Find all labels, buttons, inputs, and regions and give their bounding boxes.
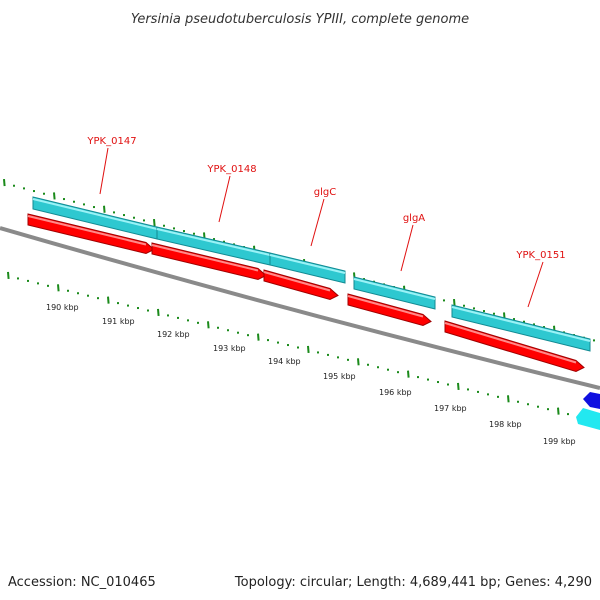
- tick-mark: [307, 345, 310, 354]
- gene-label-leader: [99, 147, 109, 195]
- tick-mark: [107, 296, 110, 304]
- tick-mark: [453, 298, 456, 307]
- tick-mark: [3, 178, 6, 187]
- gene-feature-track: [32, 196, 591, 352]
- gene-label-leader: [218, 175, 231, 223]
- cds-feature-highlight: [27, 215, 147, 246]
- tick-mark: [103, 205, 106, 213]
- gene-label-leader: [527, 261, 544, 308]
- genome-backbone: [0, 226, 600, 390]
- tick-mark: [407, 370, 410, 378]
- tick-mark: [257, 333, 260, 341]
- kbp-label: 193 kbp: [213, 344, 246, 353]
- kbp-label: 194 kbp: [268, 357, 301, 366]
- tick-mark: [357, 358, 360, 366]
- kbp-label: 197 kbp: [434, 404, 467, 413]
- gene-label-leader: [310, 198, 325, 247]
- gene-label-group: YPK_0147 YPK_0148 glgC glgA YPK_0151: [86, 136, 566, 308]
- gene-feature-highlight: [353, 278, 436, 300]
- gene-feature-highlight: [451, 306, 591, 342]
- reverse-gene-feature: [576, 408, 600, 430]
- kbp-label: 191 kbp: [102, 317, 135, 326]
- topology-label: Topology: circular; Length: 4,689,441 bp…: [234, 575, 592, 590]
- gene-label-YPK_0151: YPK_0151: [515, 250, 565, 261]
- tick-mark: [457, 382, 460, 391]
- tick-mark: [207, 321, 210, 329]
- map-title: Yersinia pseudotuberculosis YPIII, compl…: [131, 12, 469, 27]
- kbp-label-group: 190 kbp 191 kbp 192 kbp 193 kbp 194 kbp 195 k…: [46, 303, 576, 446]
- gene-label-glgC: glgC: [314, 187, 336, 198]
- tick-mark: [7, 271, 10, 280]
- cds-feature-track: [27, 213, 585, 373]
- gene-label-YPK_0147: YPK_0147: [86, 136, 136, 147]
- cds-feature-highlight: [347, 295, 424, 318]
- gene-label-YPK_0148: YPK_0148: [206, 164, 256, 175]
- tick-mark: [57, 284, 60, 292]
- gene-label-leader: [400, 224, 414, 272]
- gene-feature-highlight: [269, 254, 346, 274]
- cds-feature-highlight: [263, 271, 331, 292]
- tick-mark: [507, 395, 510, 403]
- tick-mark: [157, 308, 160, 317]
- kbp-label: 196 kbp: [379, 388, 412, 397]
- tick-mark: [53, 192, 56, 200]
- kbp-label: 198 kbp: [489, 420, 522, 429]
- kbp-label: 192 kbp: [157, 330, 190, 339]
- cds-feature-highlight: [151, 244, 259, 272]
- kbp-label: 199 kbp: [543, 437, 576, 446]
- tick-mark: [557, 407, 560, 415]
- gene-feature-highlight: [156, 228, 271, 256]
- accession-label: Accession: NC_010465: [8, 575, 156, 590]
- edge-feature-group: [576, 392, 600, 430]
- gene-feature-highlight: [32, 198, 158, 230]
- kbp-label: 190 kbp: [46, 303, 79, 312]
- kbp-label: 195 kbp: [323, 372, 356, 381]
- cds-feature-highlight: [444, 322, 577, 364]
- tick-mark: [153, 218, 156, 227]
- reverse-cds-feature: [583, 392, 600, 409]
- gene-label-glgA: glgA: [403, 213, 425, 224]
